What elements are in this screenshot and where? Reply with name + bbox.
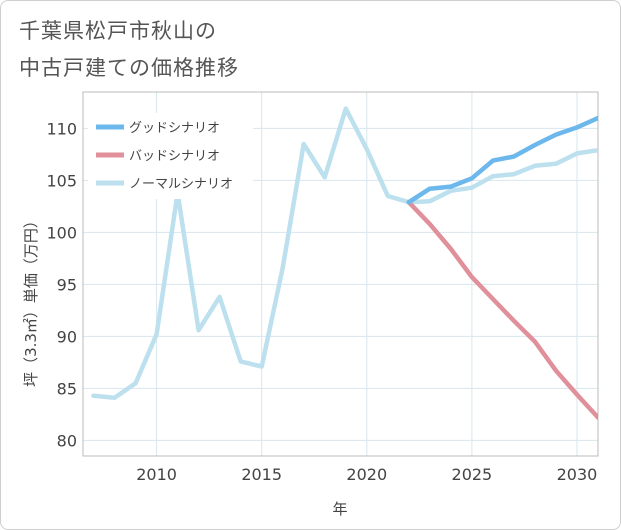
y-tick-label: 110	[46, 119, 77, 138]
y-tick-label: 105	[46, 171, 77, 190]
y-axis-title: 坪（3.3㎡）単価（万円）	[22, 213, 40, 387]
y-tick-label: 80	[57, 431, 77, 450]
x-tick-label: 2015	[241, 465, 282, 484]
y-tick-label: 90	[57, 327, 77, 346]
x-tick-label: 2010	[136, 465, 177, 484]
legend-label: グッドシナリオ	[129, 121, 220, 136]
legend-label: バッドシナリオ	[129, 149, 220, 164]
x-tick-label: 2020	[346, 465, 387, 484]
title-line-1: 千葉県松戸市秋山の	[19, 19, 217, 43]
legend-label: ノーマルシナリオ	[129, 177, 233, 192]
y-tick-label: 100	[46, 223, 77, 242]
tick-labels: 80 85 90 95 100 105 110 2010 2015 2020 2025 2030	[46, 119, 597, 484]
x-tick-label: 2030	[557, 465, 598, 484]
y-tick-label: 85	[57, 379, 77, 398]
x-tick-label: 2025	[452, 465, 493, 484]
title-line-2: 中古戸建ての価格推移	[19, 56, 239, 80]
series-line-0	[406, 115, 598, 205]
plot-border	[82, 91, 599, 457]
chart-title: 千葉県松戸市秋山の 中古戸建ての価格推移	[19, 13, 239, 87]
y-tick-label: 95	[57, 275, 77, 294]
x-axis-title: 年	[332, 500, 347, 518]
series-line-1	[406, 199, 598, 420]
